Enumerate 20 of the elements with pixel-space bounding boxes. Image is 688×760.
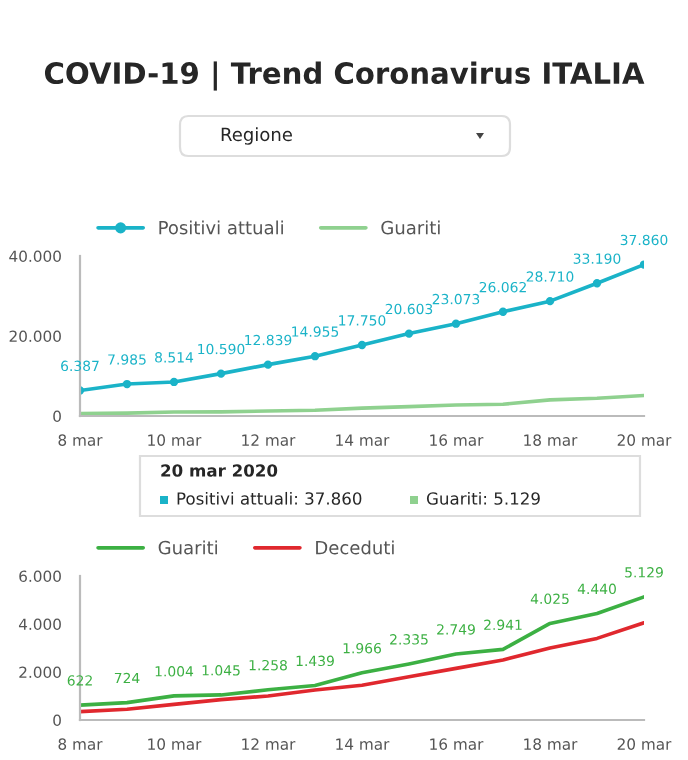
point [169,377,179,387]
point [310,352,320,361]
point [451,319,461,328]
text: Positivi attuali: 37.860 [177,491,362,505]
point [263,360,273,369]
legend-label: Deceduti [316,540,394,555]
point [122,379,132,389]
point [216,369,226,378]
legend-label: Positivi attuali [159,220,283,235]
text: Guariti: 5.129 [426,491,540,505]
text: Regione [221,127,292,145]
point [545,296,555,306]
point [357,340,367,350]
point [592,279,602,288]
point [498,307,508,316]
legend-label: Guariti [158,540,217,555]
legend-label: Guariti [381,220,440,235]
chart-title: COVID-19 | Trend Coronavirus ITALIA [44,61,645,91]
point [404,329,414,338]
text: 20 mar 2020 [161,464,278,477]
